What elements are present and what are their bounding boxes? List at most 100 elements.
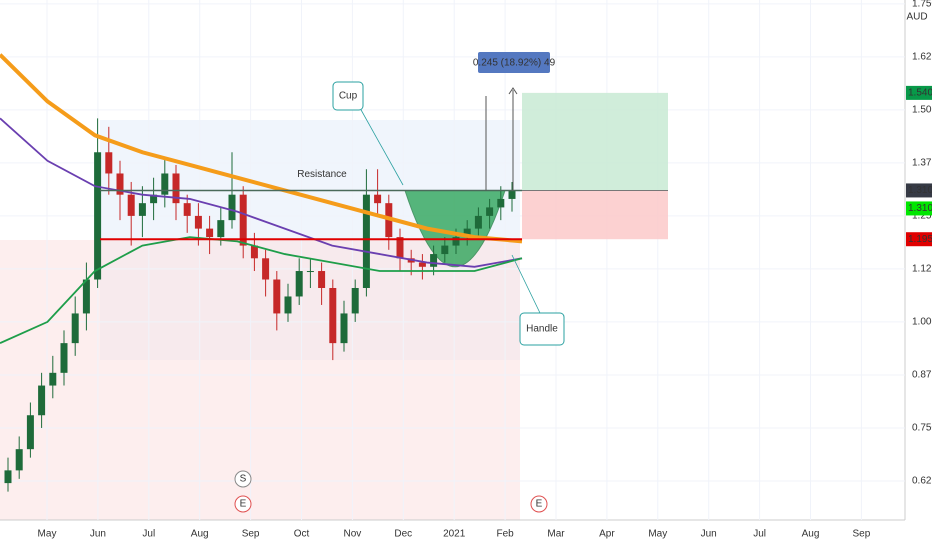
price-label-box [906,183,932,198]
x-tick-label: May [648,529,667,540]
y-tick-label: 1.750 [912,0,932,9]
price-label: 1.540 [908,88,932,99]
event-label: E [240,499,247,510]
x-tick-label: Mar [547,529,565,540]
x-tick-label: 2021 [443,529,466,540]
y-tick-label: 0.625 [912,476,932,487]
event-marker [530,495,548,513]
moving-average [0,236,523,344]
x-tick-label: Dec [394,529,412,540]
y-tick-label: 1.250 [912,211,932,222]
measure-arrow [508,87,518,95]
handle-box [519,312,565,346]
price-label-box [906,85,932,100]
candle-body [508,190,516,199]
moving-average [0,117,523,268]
resistance-label: Resistance [297,169,347,180]
candle-body [486,207,494,216]
event-marker [234,470,252,488]
cup-label: Cup [339,91,358,102]
price-label: 1.310 [908,203,932,214]
measure-box [478,52,550,73]
candle-body [318,271,326,288]
x-tick-label: Jun [701,529,717,540]
x-tick-label: Jul [753,529,766,540]
cup-box [332,81,364,111]
candle-body [284,296,292,314]
candle-body [15,449,23,471]
candle-body [94,152,102,280]
candle-body [172,173,180,204]
handle-label: Handle [526,324,558,335]
candle-body [441,245,449,255]
candle-body [71,313,79,344]
candle-body [206,228,214,238]
event-label: S [240,474,247,485]
currency: AUD [906,12,927,23]
candle-body [127,194,135,216]
x-tick-label: Nov [344,529,362,540]
candle-body [150,194,158,204]
candle-body [228,194,236,221]
range-zone [0,240,520,520]
handle-pointer [511,254,541,314]
price-label: 1.195 [908,234,932,245]
y-tick-label: 0.875 [912,370,932,381]
candle-body [351,287,359,314]
candle-body [82,279,90,314]
candle-body [194,215,202,229]
candle-body [262,258,270,280]
candle-body [306,271,314,273]
candle-body [418,262,426,267]
candle-body [273,279,281,314]
candle-body [396,237,404,259]
stop-zone [522,190,668,240]
x-tick-label: Jul [142,529,155,540]
x-tick-label: Jun [90,529,106,540]
x-tick-label: Feb [496,529,514,540]
candle-body [497,198,505,208]
candle-body [374,194,382,204]
candle-body [239,194,247,246]
price-label-box [906,232,932,247]
x-tick-label: Aug [802,529,820,540]
candle-body [250,245,258,259]
event-marker [234,495,252,513]
measure-label: 0.245 (18.92%) 49 [473,58,556,69]
moving-average [0,53,523,244]
candle-body [329,287,337,344]
x-tick-label: Sep [242,529,260,540]
candle-body [217,220,225,238]
candle-body [138,203,146,216]
y-tick-label: 1.500 [912,104,932,115]
candle-body [430,254,438,267]
y-tick-label: 1.375 [912,158,932,169]
x-tick-label: May [38,529,57,540]
x-tick-label: Oct [294,529,310,540]
candle-body [26,415,34,450]
candle-body [116,173,124,195]
candle-body [362,194,370,288]
candle-body [183,203,191,216]
candle-body [4,470,12,484]
x-tick-label: Apr [599,529,615,540]
x-tick-label: Aug [191,529,209,540]
candle-body [105,152,113,174]
y-tick-label: 1.125 [912,264,932,275]
y-tick-label: 0.750 [912,423,932,434]
candle-body [295,271,303,297]
candle-body [161,173,169,195]
y-tick-label: 1.000 [912,317,932,328]
target-zone [522,92,668,191]
price-label-box [906,201,932,216]
candle-body [49,372,57,386]
y-tick-label: 1.625 [912,51,932,62]
candle-body [463,228,471,238]
candle-body [340,313,348,344]
candle-body [60,343,68,373]
cup-pointer [359,107,404,186]
candle-body [452,237,460,246]
candle-body [474,215,482,229]
event-label: E [536,499,543,510]
